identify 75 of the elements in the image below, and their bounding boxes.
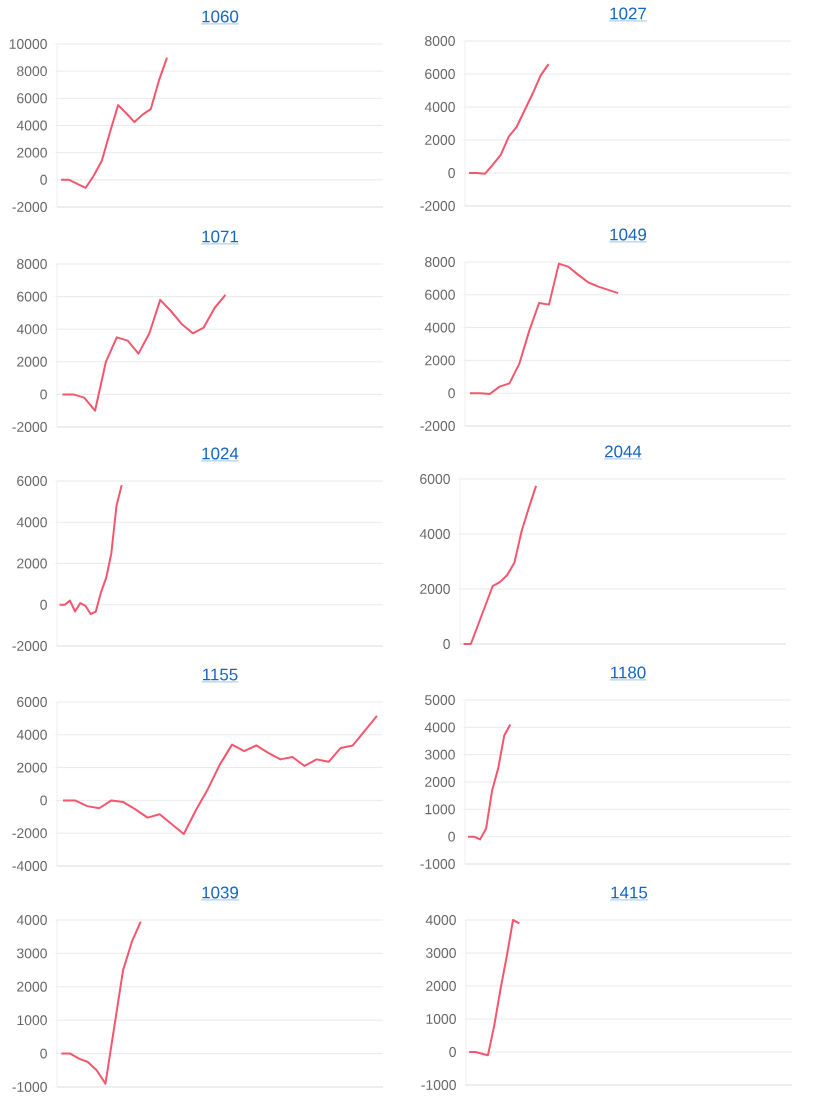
y-tick-label: 1000: [17, 1015, 47, 1026]
y-tick-label: 1000: [426, 1014, 456, 1024]
y-tick-label: -2000: [420, 201, 455, 211]
y-tick-label: 2000: [425, 777, 455, 787]
y-tick-label: 2000: [420, 584, 450, 594]
y-tick-label: 4000: [16, 915, 47, 925]
y-tick-label: 2000: [17, 356, 47, 367]
y-tick-label: 6000: [420, 474, 450, 484]
y-tick-label: 4000: [16, 120, 47, 131]
y-tick-label: -1000: [421, 1080, 456, 1090]
y-tick-label: 0: [448, 168, 455, 178]
y-tick-label: 4000: [424, 322, 455, 333]
y-tick-label: -2000: [420, 421, 455, 431]
y-tick-label: 1000: [425, 804, 455, 815]
line-series: [467, 723, 512, 841]
chart-title: 1415: [611, 886, 648, 899]
y-tick-label: 3000: [16, 948, 47, 959]
y-tick-label: 2000: [425, 355, 455, 366]
y-tick-label: 4000: [16, 729, 47, 740]
y-tick-label: 4000: [419, 529, 450, 539]
y-tick-label: 0: [40, 599, 47, 610]
y-tick-label: 0: [40, 795, 47, 806]
y-tick-label: 2000: [17, 558, 47, 569]
line-series: [60, 920, 142, 1085]
y-tick-label: 8000: [17, 259, 47, 269]
y-tick-label: 6000: [425, 69, 455, 79]
chart-title: 1049: [610, 228, 647, 241]
y-tick-label: 0: [40, 389, 47, 400]
y-tick-label: 8000: [425, 257, 455, 267]
y-tick-label: 6000: [17, 476, 47, 486]
chart-title: 1024: [202, 447, 239, 460]
y-tick-label: 2000: [425, 135, 455, 145]
chart-title: 1027: [610, 7, 646, 20]
y-tick-label: -2000: [12, 828, 47, 839]
y-tick-label: -2000: [12, 641, 47, 651]
y-tick-label: 0: [40, 174, 47, 185]
y-tick-label: -4000: [12, 861, 47, 871]
y-tick-label: 0: [448, 388, 455, 399]
y-tick-label: 4000: [16, 517, 47, 528]
y-tick-label: 3000: [425, 948, 456, 958]
y-tick-label: 8000: [425, 36, 455, 46]
y-tick-label: 0: [449, 1047, 456, 1057]
y-tick-label: 2000: [17, 981, 47, 992]
y-tick-label: 2000: [17, 147, 47, 158]
y-tick-label: 4000: [16, 324, 47, 335]
y-tick-label: 4000: [424, 102, 455, 112]
y-tick-label: 0: [448, 831, 455, 842]
y-tick-label: 6000: [425, 289, 455, 300]
chart-title: 1071: [202, 230, 238, 243]
y-tick-label: 5000: [425, 695, 455, 705]
chart-title: 1155: [203, 668, 238, 681]
y-tick-label: -2000: [12, 422, 47, 432]
y-tick-label: 10000: [9, 39, 47, 49]
y-tick-label: -1000: [420, 859, 455, 869]
line-series: [58, 484, 123, 616]
y-tick-label: -2000: [12, 202, 47, 212]
y-tick-label: 0: [40, 1048, 47, 1059]
y-tick-label: 8000: [17, 66, 47, 77]
y-tick-label: 6000: [17, 291, 47, 302]
chart-title: 2044: [605, 445, 642, 458]
y-tick-label: 4000: [425, 915, 456, 925]
y-tick-label: 0: [443, 639, 450, 649]
chart-title: 1180: [611, 666, 646, 679]
y-tick-label: -1000: [12, 1082, 47, 1092]
y-tick-label: 2000: [17, 762, 47, 773]
line-series: [61, 293, 227, 412]
chart-title: 1060: [202, 10, 239, 23]
chart-title: 1039: [202, 886, 239, 899]
y-tick-label: 4000: [424, 722, 455, 733]
y-tick-label: 6000: [17, 697, 47, 707]
line-series: [468, 262, 620, 396]
y-tick-label: 2000: [426, 981, 456, 991]
line-series: [467, 63, 550, 175]
y-tick-label: 3000: [424, 749, 455, 760]
y-tick-label: 6000: [17, 93, 47, 104]
